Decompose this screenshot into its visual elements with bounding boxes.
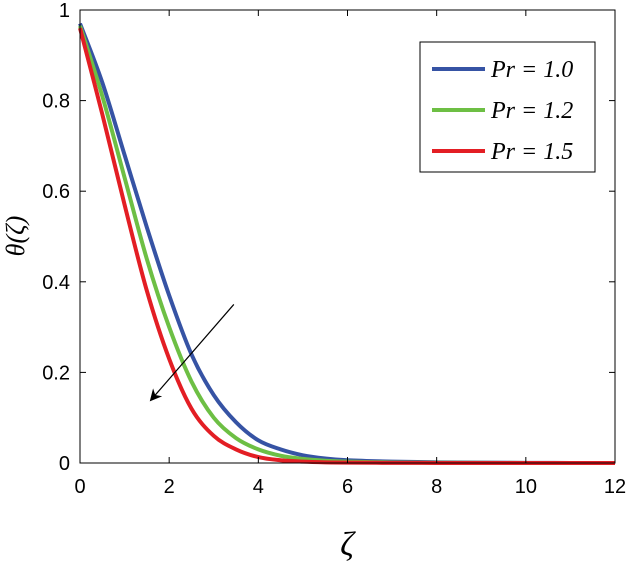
x-tick-label: 10	[515, 476, 537, 498]
legend-label-2: Pr = 1.5	[490, 139, 573, 165]
legend: Pr = 1.0 Pr = 1.2 Pr = 1.5	[419, 41, 596, 173]
ticks-layer: 0 2 4 6 8 10 12 0 0.2 0.4 0.6 0.8 1	[42, 0, 626, 498]
y-tick-label: 0.6	[42, 181, 70, 203]
trend-arrow	[149, 304, 235, 402]
x-tick-label: 8	[431, 476, 442, 498]
x-axis-title: ζ	[340, 526, 356, 563]
x-tick-label: 0	[74, 476, 85, 498]
y-tick-label: 1	[59, 0, 70, 22]
x-tick-label: 6	[342, 476, 353, 498]
annotation-layer	[149, 304, 235, 402]
y-tick-label: 0.2	[42, 362, 70, 384]
y-tick-label: 0.4	[42, 272, 70, 294]
x-tick-label: 2	[164, 476, 175, 498]
legend-label-1: Pr = 1.2	[490, 98, 573, 124]
x-tick-label: 4	[253, 476, 264, 498]
x-tick-label: 12	[604, 476, 626, 498]
legend-label-0: Pr = 1.0	[490, 57, 573, 83]
y-tick-label: 0	[59, 453, 70, 475]
y-tick-label: 0.8	[42, 91, 70, 113]
y-axis-title: θ(ζ)	[1, 216, 30, 257]
